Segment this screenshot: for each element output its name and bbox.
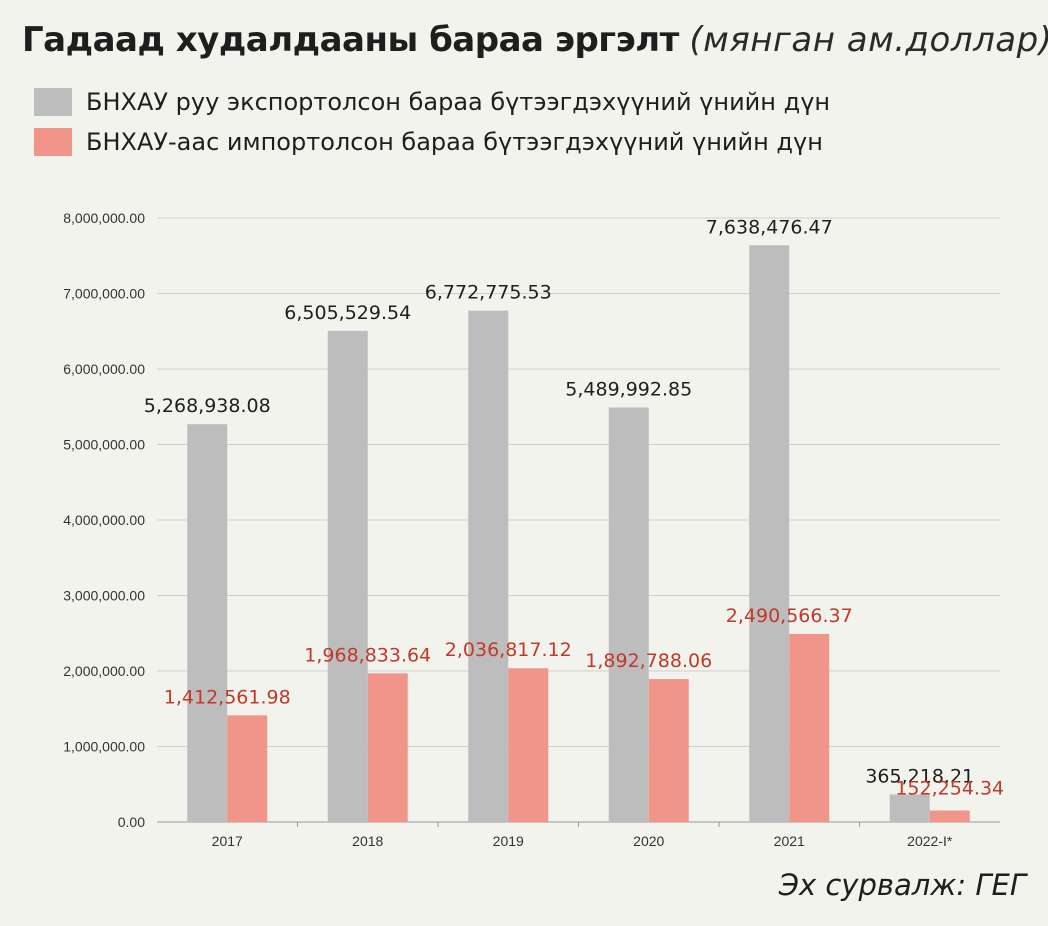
x-tick-label: 2019 [493,833,524,849]
legend-label-exports: БНХАУ руу экспортолсон бараа бүтээгдэхүү… [86,88,831,116]
data-label-imports: 2,036,817.12 [445,639,572,661]
legend-label-imports: БНХАУ-аас импортолсон бараа бүтээгдэхүүн… [86,128,823,156]
y-tick-label: 4,000,000.00 [63,512,145,528]
bar-exports [608,407,649,822]
bar-imports [789,633,830,822]
bar-imports [227,715,268,822]
bar-exports [187,424,228,822]
bar-imports [508,668,549,822]
title-unit: (мянган ам.доллар) [689,20,1048,60]
data-label-imports: 2,490,566.37 [726,605,853,627]
data-label-exports: 7,638,476.47 [706,216,833,238]
bar-exports [468,310,509,822]
y-tick-label: 0.00 [118,814,145,830]
data-label-exports: 365,218.21 [865,765,974,787]
y-tick-label: 3,000,000.00 [63,588,145,604]
bar-imports [367,673,408,822]
x-tick-label: 2017 [212,833,243,849]
y-tick-label: 8,000,000.00 [63,210,145,226]
data-label-imports: 1,412,561.98 [164,686,291,708]
title-main: Гадаад худалдааны бараа эргэлт [22,20,679,60]
y-tick-label: 5,000,000.00 [63,437,145,453]
legend-item-imports: БНХАУ-аас импортолсон бараа бүтээгдэхүүн… [34,122,830,162]
legend-item-exports: БНХАУ руу экспортолсон бараа бүтээгдэхүү… [34,82,830,122]
x-tick-label: 2022-I* [907,833,953,849]
data-label-exports: 6,772,775.53 [425,282,552,304]
data-label-exports: 5,268,938.08 [144,395,271,417]
x-tick-label: 2020 [633,833,664,849]
data-label-imports: 1,968,833.64 [304,644,431,666]
y-tick-label: 1,000,000.00 [63,739,145,755]
data-label-exports: 6,505,529.54 [284,302,411,324]
source-note: Эх сурвалж: ГЕГ [778,868,1026,902]
y-tick-label: 2,000,000.00 [63,663,145,679]
data-label-exports: 5,489,992.85 [565,379,692,401]
y-tick-label: 7,000,000.00 [63,286,145,302]
legend-swatch-imports [34,128,72,156]
data-label-imports: 1,892,788.06 [585,650,712,672]
bar-imports [929,810,970,822]
bar-exports [749,245,790,822]
x-tick-label: 2018 [352,833,383,849]
y-tick-label: 6,000,000.00 [63,361,145,377]
legend: БНХАУ руу экспортолсон бараа бүтээгдэхүү… [34,82,830,162]
x-tick-label: 2021 [774,833,805,849]
bar-exports [889,794,930,822]
chart-title: Гадаад худалдааны бараа эргэлт (мянган а… [22,14,1048,65]
data-label-imports: 152,254.34 [895,778,1004,800]
bar-exports [327,330,368,822]
legend-swatch-exports [34,88,72,116]
bar-imports [648,679,689,822]
